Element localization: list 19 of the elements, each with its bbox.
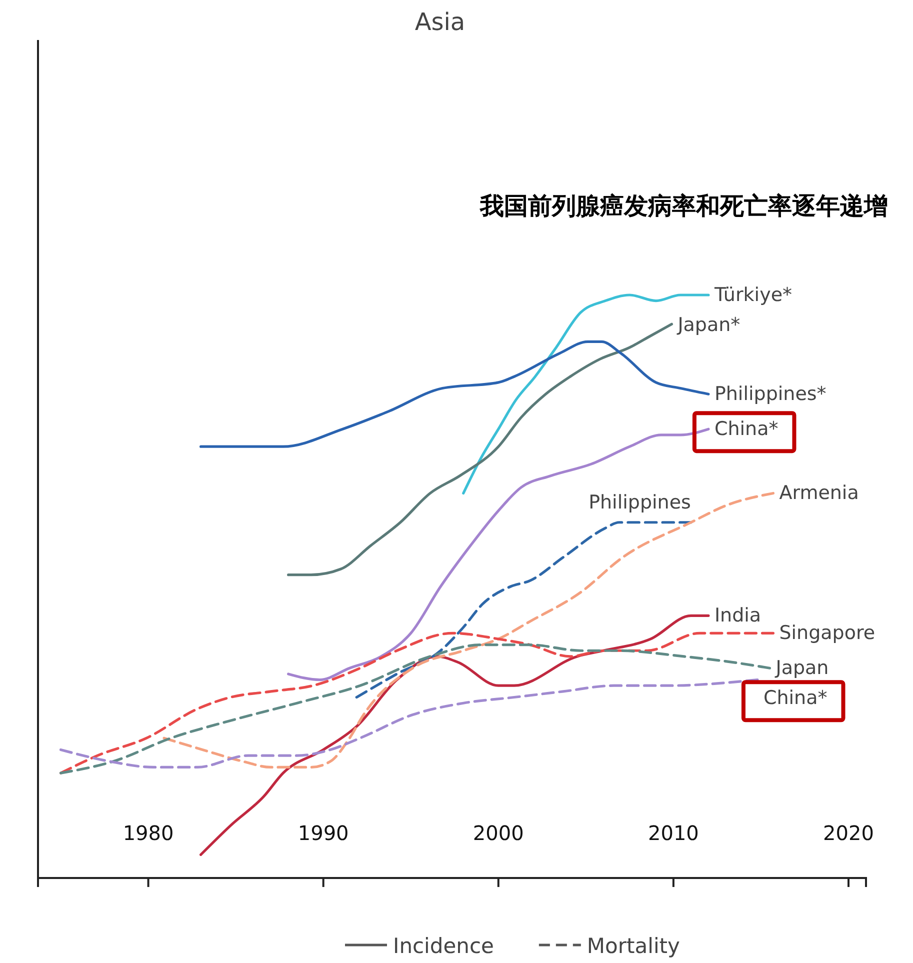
series-label: Japan [774,657,829,680]
x-tick-label: 1990 [298,821,349,846]
x-tick-label: 2020 [823,821,874,846]
series-label: Singapore [779,622,876,644]
chart-title: Asia [414,8,466,36]
series-label: Armenia [779,482,859,504]
x-tick-label: 1980 [122,821,174,846]
series-label: Philippines* [714,383,826,406]
series-label: China* [714,418,778,440]
series-label: Philippines [588,491,691,514]
x-tick-label: 2010 [648,821,699,846]
x-tick-label: 2000 [472,821,524,846]
series-label: China* [763,687,828,710]
text: 我国前列腺癌发病率和死亡率逐年递增 [479,192,888,220]
series-label: India [714,604,762,627]
text: Mortality [586,934,680,958]
series-label: Türkiye* [713,284,792,306]
text: Incidence [393,934,494,958]
series-label: Japan* [676,314,740,336]
